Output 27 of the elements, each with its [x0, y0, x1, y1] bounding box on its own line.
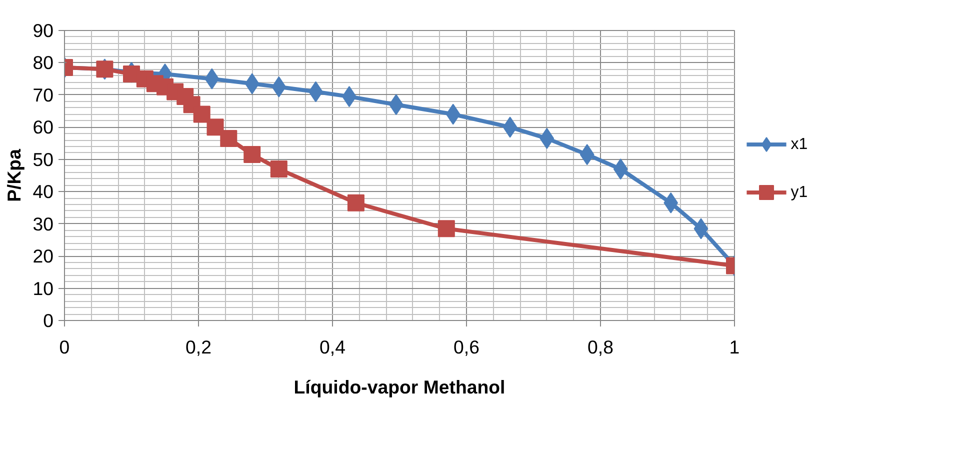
point [206, 118, 224, 136]
y-tick-label: 0 [43, 310, 54, 331]
point [270, 160, 288, 178]
y-tick-label: 90 [32, 20, 54, 41]
x-tick-label: 0,6 [454, 336, 480, 358]
y-tick-label: 50 [32, 148, 54, 170]
x-tick-label: 0,2 [186, 336, 212, 358]
y-tick-label: 20 [32, 246, 54, 267]
y-tick-label: 70 [32, 84, 54, 106]
point [347, 194, 364, 212]
y-tick-label: 10 [32, 278, 54, 299]
y-tick-label: 80 [32, 52, 54, 74]
x-tick-label: 0,8 [588, 336, 614, 358]
y-tick-label: 60 [32, 116, 54, 138]
x-tick-label: 0,4 [320, 336, 346, 358]
y-tick-label: 40 [32, 181, 54, 202]
legend-label: y1 [790, 184, 808, 201]
y-axis-title: P/Kpa [4, 148, 25, 202]
x-tick-label: 0 [59, 336, 70, 358]
y-tick-label: 30 [32, 213, 54, 234]
point [193, 106, 210, 123]
x-tick-label: 1 [729, 336, 740, 358]
legend-label: x1 [790, 136, 808, 153]
point [438, 220, 455, 238]
point [244, 146, 261, 164]
point [220, 130, 238, 147]
x-axis-title: Líquido-vapor Methanol [294, 376, 506, 398]
